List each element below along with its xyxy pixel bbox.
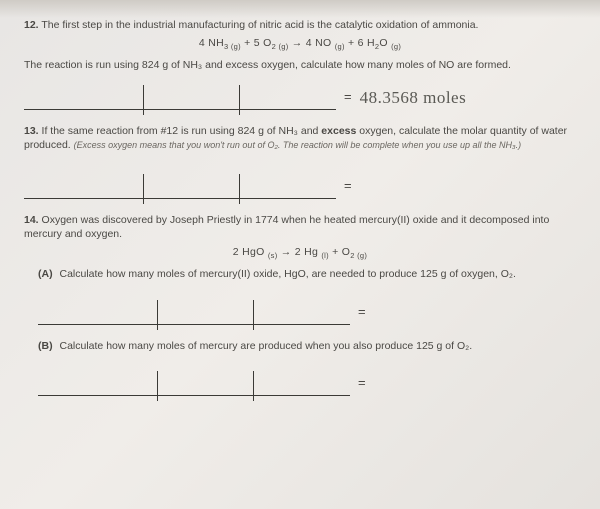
equals-sign: = xyxy=(358,303,366,321)
question-12: 12. The first step in the industrial man… xyxy=(24,18,576,110)
q14-number: 14. xyxy=(24,214,39,226)
q14a-text: Calculate how many moles of mercury(II) … xyxy=(60,268,516,280)
fraction-slot[interactable] xyxy=(144,170,240,199)
eq-sub: (g) xyxy=(391,42,401,51)
q13-number: 13. xyxy=(24,125,39,137)
fraction-slot[interactable] xyxy=(254,296,350,325)
fraction-slot[interactable] xyxy=(38,367,158,396)
eq-part: → 4 NO xyxy=(289,37,335,49)
eq-sub: 2 (g) xyxy=(272,42,289,51)
eq-sub: 2 (g) xyxy=(350,251,367,260)
fraction-slot[interactable] xyxy=(240,170,336,199)
fraction-slot[interactable] xyxy=(158,367,254,396)
eq-part: + O xyxy=(329,246,350,258)
eq-part: O xyxy=(379,37,391,49)
eq-sub: (g) xyxy=(335,42,345,51)
question-14: 14. Oxygen was discovered by Joseph Prie… xyxy=(24,213,576,396)
eq-part: → 2 Hg xyxy=(278,246,322,258)
fraction-slot[interactable] xyxy=(24,81,144,110)
q14b-text: Calculate how many moles of mercury are … xyxy=(60,340,473,352)
eq-sub: (s) xyxy=(268,251,278,260)
q13-prompt-a: If the same reaction from #12 is run usi… xyxy=(42,125,322,137)
q14-equation: 2 HgO (s) → 2 Hg (l) + O2 (g) xyxy=(24,245,576,261)
eq-part: 4 NH xyxy=(199,37,224,49)
fraction-slot[interactable] xyxy=(158,296,254,325)
part-a-label: (A) xyxy=(38,268,53,280)
q14-prompt: Oxygen was discovered by Joseph Priestly… xyxy=(24,214,549,240)
q13-work-area: = xyxy=(24,170,576,199)
fraction-slot[interactable] xyxy=(240,81,336,110)
equals-sign: = xyxy=(358,374,366,392)
equals-sign: = xyxy=(344,88,352,106)
q14a-work-area: = xyxy=(38,296,576,325)
handwritten-answer: 48.3568 moles xyxy=(360,87,467,110)
q14b-work-area: = xyxy=(38,367,576,396)
q12-number: 12. xyxy=(24,19,39,31)
eq-sub: (l) xyxy=(321,251,329,260)
eq-sub: 3 (g) xyxy=(224,42,241,51)
q12-equation: 4 NH3 (g) + 5 O2 (g) → 4 NO (g) + 6 H2O … xyxy=(24,36,576,52)
fraction-slot[interactable] xyxy=(144,81,240,110)
q13-note: (Excess oxygen means that you won't run … xyxy=(74,140,521,150)
q12-line2: The reaction is run using 824 g of NH₃ a… xyxy=(24,58,576,72)
part-b-label: (B) xyxy=(38,340,53,352)
q12-work-area: = 48.3568 moles xyxy=(24,81,576,110)
eq-part: 2 HgO xyxy=(233,246,268,258)
q14-part-a: (A) Calculate how many moles of mercury(… xyxy=(38,267,576,324)
fraction-slot[interactable] xyxy=(38,296,158,325)
q14-part-b: (B) Calculate how many moles of mercury … xyxy=(38,339,576,396)
q13-bold: excess xyxy=(321,125,356,137)
eq-part: + 5 O xyxy=(241,37,272,49)
q12-prompt: The first step in the industrial manufac… xyxy=(41,19,478,31)
question-13: 13. If the same reaction from #12 is run… xyxy=(24,124,576,199)
fraction-slot[interactable] xyxy=(24,170,144,199)
eq-part: + 6 H xyxy=(345,37,375,49)
fraction-slot[interactable] xyxy=(254,367,350,396)
equals-sign: = xyxy=(344,177,352,195)
